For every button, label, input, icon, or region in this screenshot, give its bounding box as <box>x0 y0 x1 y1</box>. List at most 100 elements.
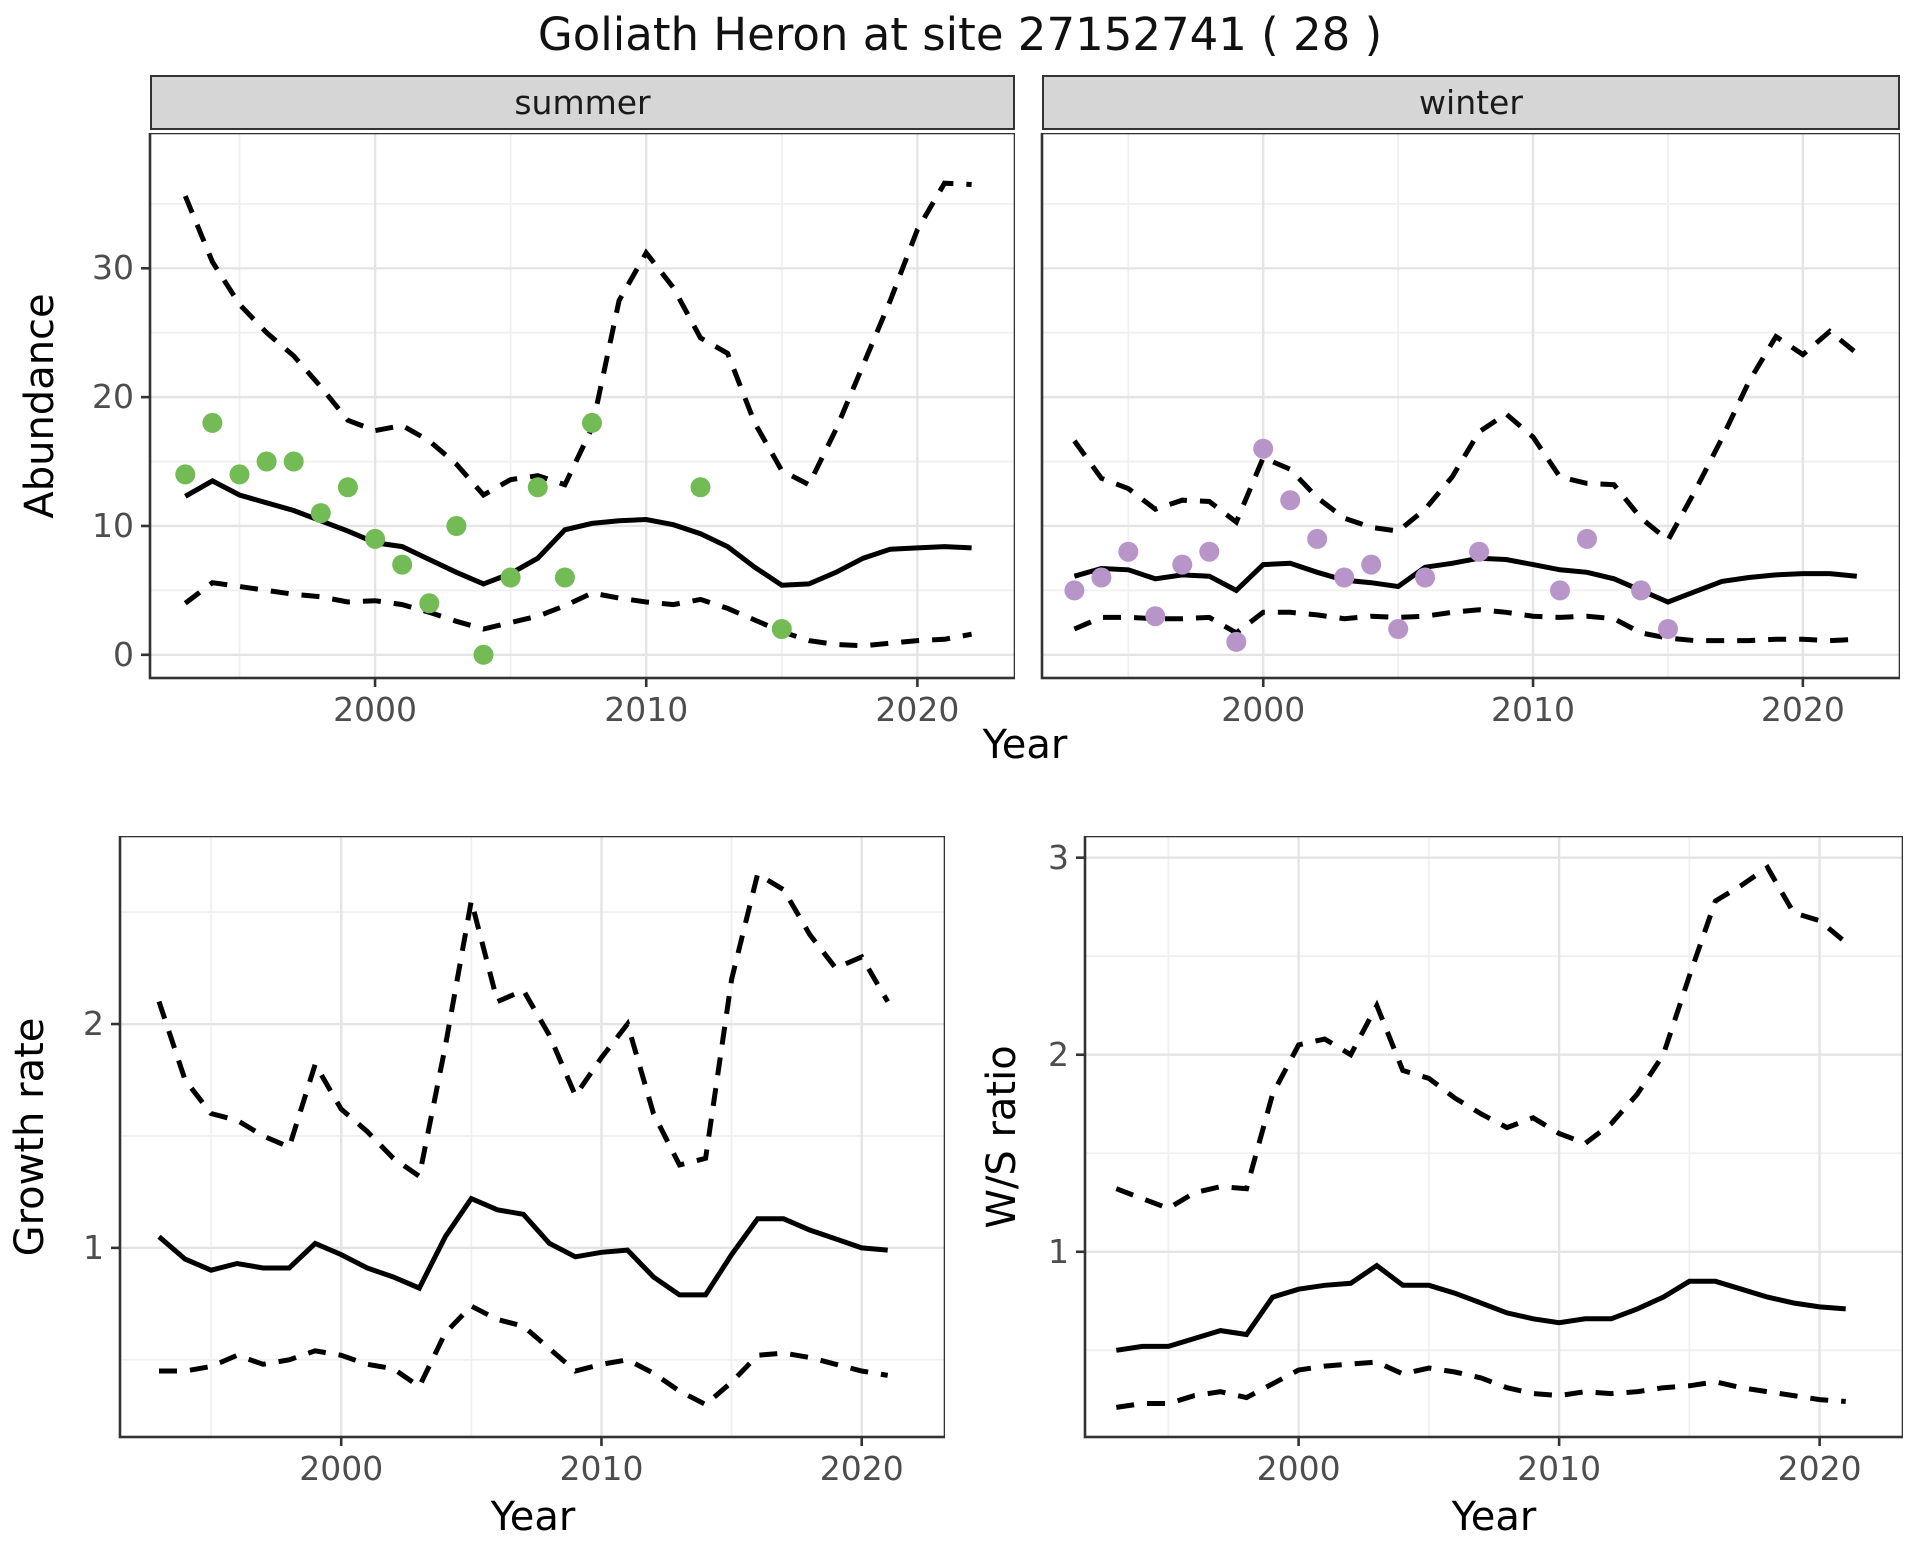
data-point <box>1199 541 1220 562</box>
y-tick-label: 2 <box>1048 1034 1069 1074</box>
data-point <box>419 593 440 614</box>
upper-ci-line <box>1115 863 1848 1212</box>
data-point <box>1145 606 1166 627</box>
data-point <box>527 477 548 498</box>
panel-border <box>1083 836 1903 1439</box>
data-point <box>1469 541 1490 562</box>
panel-ws-ratio <box>1076 836 1903 1446</box>
data-point <box>1361 554 1382 575</box>
y-tick-label: 20 <box>92 377 134 417</box>
data-point <box>1172 554 1193 575</box>
y-tick-label: 2 <box>83 1004 104 1044</box>
x-axis-title-top-year: Year <box>982 722 1068 768</box>
panel-growth-rate <box>111 836 945 1446</box>
y-tick-label: 10 <box>92 505 134 545</box>
data-point <box>1631 580 1651 601</box>
panel-background <box>1085 836 1903 1437</box>
data-point <box>446 516 467 536</box>
data-point <box>1253 438 1274 459</box>
data-point <box>310 503 331 524</box>
data-point <box>771 619 792 639</box>
panel-background <box>1042 133 1900 678</box>
data-point <box>1658 619 1678 639</box>
y-tick-label: 1 <box>83 1227 104 1267</box>
data-point <box>500 567 521 588</box>
y-axis-title-growth-rate: Growth rate <box>7 1017 53 1257</box>
x-tick-label: 2000 <box>1221 690 1306 729</box>
data-point <box>229 464 250 485</box>
data-point <box>1415 567 1436 588</box>
panel-border <box>1040 133 1900 680</box>
upper-ci-line <box>156 870 890 1181</box>
data-point <box>1307 528 1328 549</box>
data-point <box>256 451 277 472</box>
panel-abundance-summer <box>141 133 1015 687</box>
x-tick-label: 2010 <box>604 690 689 729</box>
x-tick-label: 2000 <box>1256 1449 1341 1488</box>
data-point <box>1388 619 1409 639</box>
tick-marks <box>141 266 919 687</box>
gridlines <box>150 133 1015 678</box>
x-axis-title-growth-year: Year <box>490 1494 576 1540</box>
y-tick-label: 30 <box>92 248 134 288</box>
panel-data <box>1064 328 1859 652</box>
gridlines <box>1042 133 1900 678</box>
median-line <box>1115 1262 1846 1353</box>
data-point <box>1091 567 1112 588</box>
tick-marks <box>111 1022 864 1446</box>
median-line <box>1073 555 1858 605</box>
data-point <box>1118 541 1139 562</box>
panel-border <box>118 836 945 1439</box>
x-tick-label: 2020 <box>1777 1449 1862 1488</box>
x-tick-label: 2010 <box>559 1449 644 1488</box>
x-tick-label: 2010 <box>1491 690 1576 729</box>
panel-abundance-winter <box>1040 133 1900 687</box>
x-tick-label: 2020 <box>1760 690 1845 729</box>
tick-marks <box>1261 678 1805 687</box>
panel-background <box>150 133 1015 678</box>
x-tick-label: 2010 <box>1517 1449 1602 1488</box>
data-point <box>392 554 413 575</box>
chart-title: Goliath Heron at site 27152741 ( 28 ) <box>537 8 1383 61</box>
panel-data <box>175 180 973 665</box>
data-point <box>202 412 223 433</box>
lower-ci-line <box>183 580 973 649</box>
data-point <box>283 451 304 472</box>
data-point <box>690 477 711 498</box>
x-tick-label: 2020 <box>819 1449 904 1488</box>
x-axis-title-ws-year: Year <box>1451 1494 1537 1540</box>
y-tick-label: 1 <box>1048 1231 1069 1271</box>
data-point <box>554 567 575 588</box>
median-line <box>157 1195 888 1298</box>
data-point <box>337 477 358 498</box>
data-point <box>175 464 196 485</box>
panel-border <box>148 133 1015 680</box>
data-point <box>1334 567 1355 588</box>
data-point <box>1280 490 1301 511</box>
data-point <box>473 644 494 665</box>
data-point <box>1577 528 1597 549</box>
upper-ci-line <box>1072 328 1859 544</box>
data-points <box>175 412 792 665</box>
data-point <box>1064 580 1085 601</box>
lower-ci-line <box>159 1303 889 1408</box>
data-point <box>1550 580 1570 601</box>
facet-strip-label-summer: summer <box>514 83 651 122</box>
x-tick-label: 2000 <box>333 690 418 729</box>
facet-strip-summer: summer <box>150 75 1015 130</box>
gridlines <box>1085 836 1903 1437</box>
panel-data <box>1115 863 1848 1410</box>
panel-data <box>156 870 890 1408</box>
y-tick-label: 3 <box>1048 837 1069 877</box>
lower-ci-line <box>1073 607 1857 644</box>
data-point <box>582 412 602 433</box>
data-point <box>1226 631 1247 652</box>
tick-marks <box>1076 856 1821 1446</box>
lower-ci-line <box>1115 1359 1846 1410</box>
data-points <box>1064 438 1678 652</box>
facet-strip-winter: winter <box>1042 75 1900 130</box>
upper-ci-line <box>182 180 972 499</box>
x-tick-label: 2000 <box>299 1449 384 1488</box>
y-tick-label: 0 <box>113 634 134 674</box>
